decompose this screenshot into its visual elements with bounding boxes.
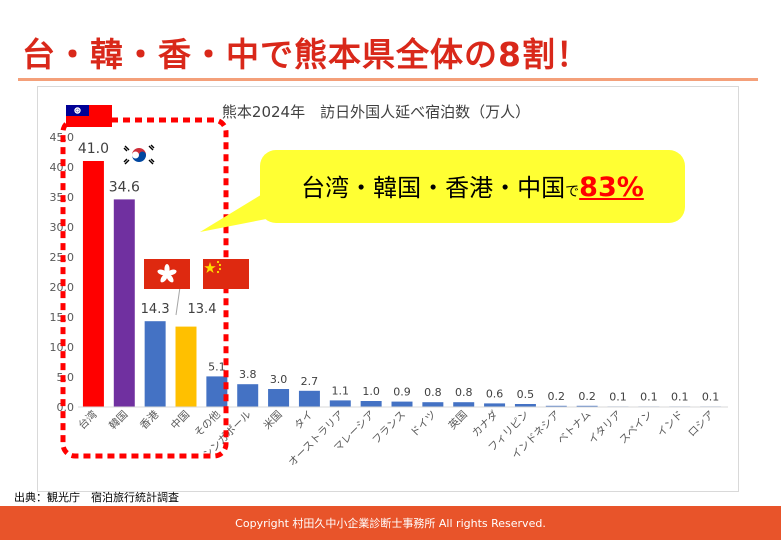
category-label: ドイツ [408, 409, 439, 440]
category-label: 英国 [446, 408, 470, 432]
taiwan-flag-icon [66, 105, 112, 127]
value-label: 0.2 [548, 390, 566, 403]
category-label: イタリア [586, 409, 624, 447]
bar [175, 326, 197, 407]
y-tick-label: 30.0 [50, 221, 75, 234]
bar [237, 384, 259, 407]
china-flag-icon [203, 259, 249, 289]
value-label: 34.6 [109, 179, 140, 195]
value-label: 3.8 [239, 368, 257, 381]
bar [329, 400, 351, 407]
bar [545, 405, 567, 407]
value-label: 0.1 [609, 390, 627, 403]
headline-bar: 台・韓・香・中で熊本県全体の8割！ [18, 26, 758, 81]
bar-chart: 熊本2024年 訪日外国人延べ宿泊数（万人） 0.05.010.015.020.… [50, 103, 728, 469]
category-label: フランス [370, 409, 408, 447]
category-label: タイ [292, 409, 315, 432]
bar [298, 390, 320, 407]
category-label: インド [655, 409, 686, 440]
callout-percent: 83% [579, 172, 644, 203]
source-note: 出典：観光庁 宿泊旅行統計調査 [14, 491, 179, 504]
bar [453, 402, 475, 407]
bar [360, 401, 382, 407]
bar [391, 401, 413, 407]
value-label: 1.1 [332, 384, 350, 397]
value-label: 1.0 [362, 385, 380, 398]
china-leader-line [175, 286, 186, 316]
value-label: 5.1 [208, 360, 226, 373]
bar [206, 376, 228, 407]
bar [484, 403, 506, 407]
category-label: スペイン [617, 409, 655, 447]
bar [576, 405, 598, 407]
category-label: 韓国 [107, 409, 130, 432]
bar [144, 321, 166, 407]
value-label: 14.3 [141, 302, 170, 317]
value-label: 13.4 [188, 302, 217, 317]
bar [113, 199, 135, 407]
value-label: 41.0 [78, 141, 109, 157]
category-label: ベトナム [555, 409, 593, 447]
korea-flag-icon [122, 142, 156, 168]
y-tick-label: 40.0 [50, 161, 75, 174]
footer-bar: Copyright 村田久中小企業診断士事務所 All rights Reser… [0, 506, 781, 540]
value-label: 0.1 [702, 390, 720, 403]
value-label: 0.9 [393, 386, 411, 399]
bar [268, 389, 290, 407]
callout-particle: で [565, 184, 580, 200]
value-label: 3.0 [270, 373, 288, 386]
value-label: 0.5 [517, 388, 535, 401]
value-label: 0.6 [486, 387, 504, 400]
hongkong-flag-icon [144, 259, 190, 289]
chart-title: 熊本2024年 訪日外国人延べ宿泊数（万人） [222, 103, 530, 121]
category-label: 中国 [168, 408, 192, 432]
value-label: 0.8 [455, 386, 473, 399]
bar [514, 404, 536, 407]
value-label: 0.8 [424, 386, 442, 399]
bar [82, 161, 104, 407]
copyright-text: Copyright 村田久中小企業診断士事務所 All rights Reser… [235, 517, 546, 530]
value-label: 2.7 [301, 375, 319, 388]
value-label: 0.1 [640, 390, 658, 403]
headline-title: 台・韓・香・中で熊本県全体の8割！ [22, 35, 590, 74]
value-label: 0.1 [671, 390, 689, 403]
bar [422, 402, 444, 407]
category-label: 台湾 [76, 408, 100, 432]
category-label: ロシア [686, 409, 717, 440]
callout-text: 台湾・韓国・香港・中国で83% [260, 168, 685, 203]
callout-prefix: 台湾・韓国・香港・中国 [301, 174, 566, 202]
y-tick-label: 20.0 [50, 281, 75, 294]
callout-bubble: 台湾・韓国・香港・中国で83% [260, 150, 685, 223]
y-tick-label: 10.0 [50, 341, 75, 354]
category-label: 香港 [138, 408, 162, 432]
chart-panel: 熊本2024年 訪日外国人延べ宿泊数（万人） 0.0 5.0 10.0 15.0 20.… [37, 86, 739, 492]
value-label: 0.2 [578, 390, 596, 403]
category-label: 米国 [261, 408, 285, 432]
